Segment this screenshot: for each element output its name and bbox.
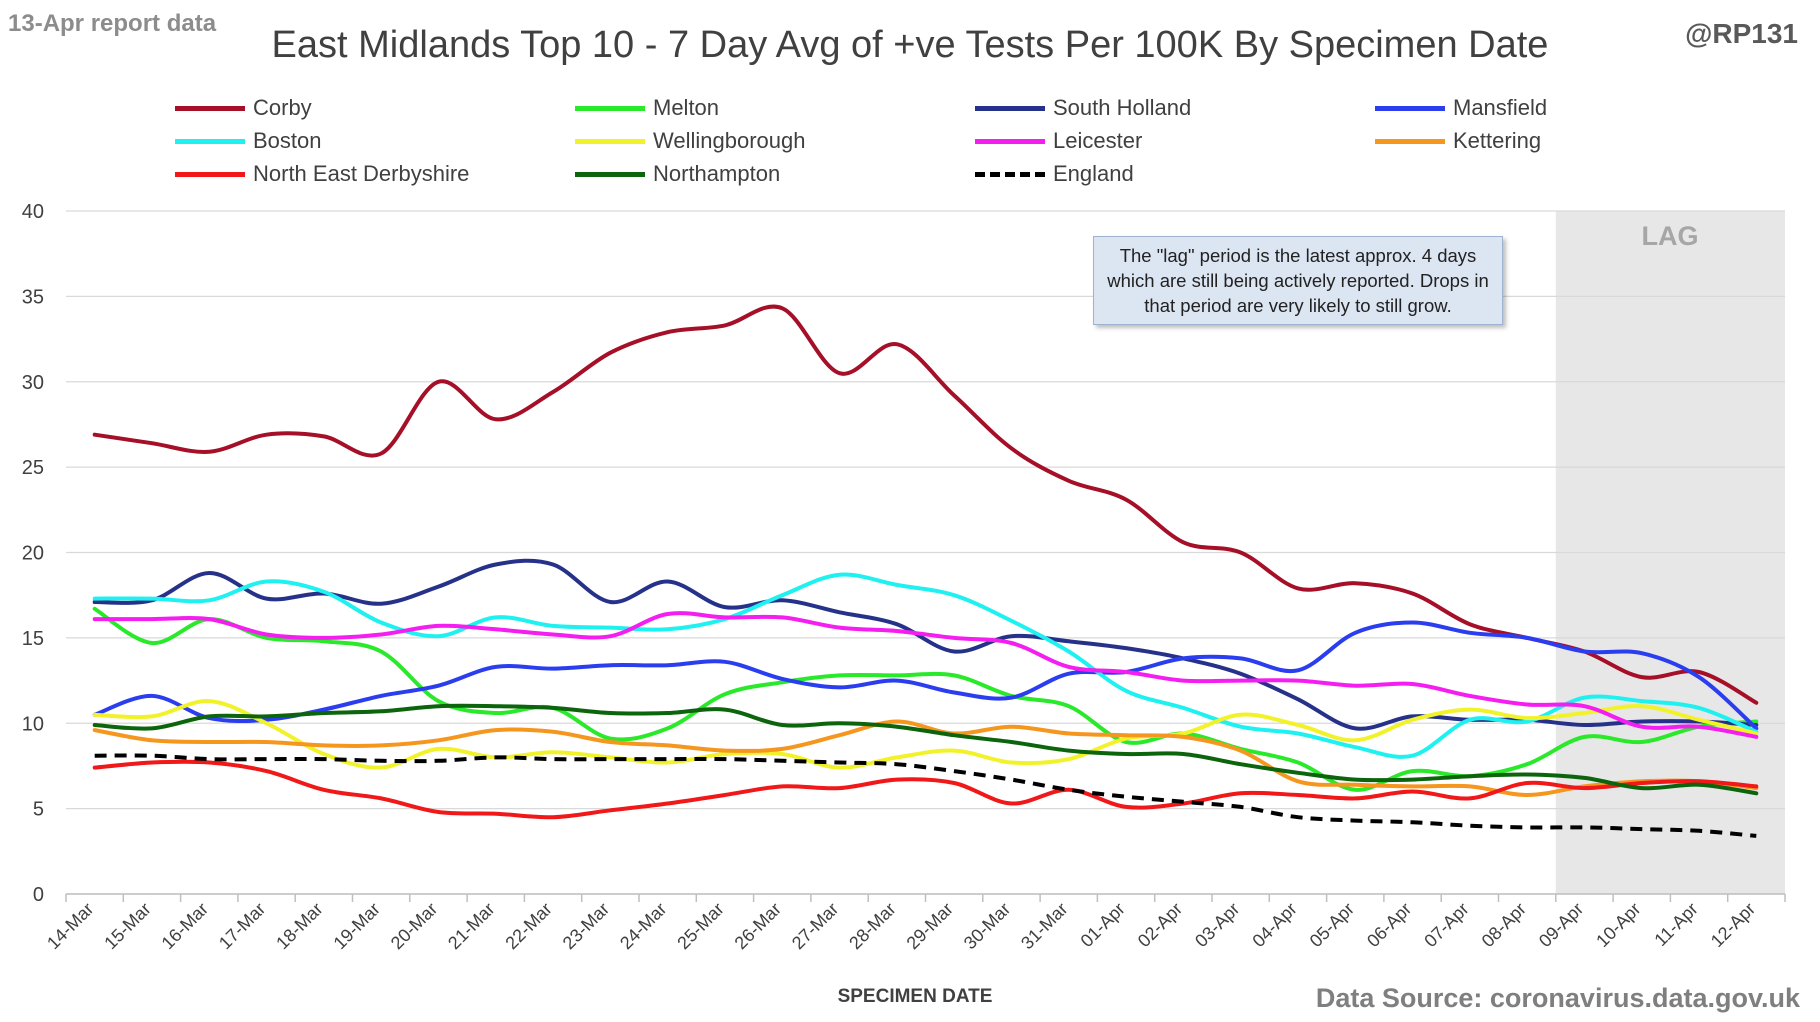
series-line-northampton [92, 703, 1759, 796]
legend-label: Corby [253, 95, 312, 120]
legend-label: Leicester [1053, 128, 1143, 153]
x-tick-label: 22-Mar [501, 899, 555, 953]
x-tick-label: 05-Apr [1306, 899, 1358, 951]
y-tick-label: 5 [33, 799, 44, 821]
legend-swatch [1375, 105, 1445, 111]
legend-label: Wellingborough [653, 128, 806, 153]
axes: 0 5 10 15 20 25 30 35 40 14-Mar 15-Mar 16-Mar 17-Mar… [22, 201, 1786, 953]
y-tick-label: 35 [22, 286, 44, 308]
legend-swatch [575, 138, 645, 144]
legend-label: Northampton [653, 161, 781, 186]
legend-item-kettering: Kettering [1375, 127, 1775, 155]
legend-item-wellingborough: Wellingborough [575, 127, 975, 155]
y-tick-label: 40 [22, 201, 44, 223]
series-line-england [94, 753, 1757, 838]
y-tick-label: 10 [22, 713, 44, 735]
x-tick-label: 10-Apr [1592, 899, 1644, 951]
x-tick-label: 02-Apr [1134, 899, 1186, 951]
legend-label: Melton [653, 95, 720, 120]
x-tick-label: 18-Mar [272, 899, 326, 953]
legend-item-leicester: Leicester [975, 127, 1375, 155]
x-tick-label: 19-Mar [330, 899, 384, 953]
chart-title: East Midlands Top 10 - 7 Day Avg of +ve … [271, 24, 1549, 66]
y-tick-label: 15 [22, 628, 44, 650]
x-tick-label: 12-Apr [1707, 899, 1759, 951]
series-line-kettering [92, 719, 1759, 797]
series-lines [92, 304, 1759, 838]
x-tick-label: 25-Mar [673, 899, 727, 953]
legend-swatch [975, 138, 1045, 144]
legend-swatch [975, 171, 1045, 177]
series-line-boston [92, 572, 1759, 759]
legend-item-england: England [975, 160, 1375, 188]
x-tick-label: 11-Apr [1650, 899, 1701, 950]
y-tick-label: 0 [33, 884, 44, 906]
y-tick-label: 25 [22, 457, 44, 479]
legend-label: Boston [253, 128, 322, 153]
x-tick-label: 27-Mar [788, 899, 842, 953]
chart-legend: Corby Melton South Holland Mansfield Boston W… [175, 94, 1615, 188]
x-tick-label: 03-Apr [1191, 899, 1243, 951]
x-tick-label: 28-Mar [845, 899, 899, 953]
lag-label: LAG [1642, 221, 1699, 251]
report-date-label: 13-Apr report data [8, 10, 217, 37]
legend-swatch [575, 105, 645, 111]
series-line-north-east-derbyshire [92, 759, 1759, 820]
x-tick-label: 24-Mar [616, 899, 670, 953]
x-tick-label: 31-Mar [1017, 899, 1071, 953]
legend-label: South Holland [1053, 95, 1192, 120]
x-tick-label: 23-Mar [559, 899, 613, 953]
series-line-leicester [92, 611, 1759, 739]
x-tick-label: 07-Apr [1420, 899, 1472, 951]
legend-label: England [1053, 161, 1134, 186]
legend-item-south-holland: South Holland [975, 94, 1375, 122]
data-source-label: Data Source: coronavirus.data.gov.uk [1315, 983, 1800, 1013]
x-tick-label: 06-Apr [1363, 899, 1415, 951]
x-tick-label: 30-Mar [960, 899, 1014, 953]
x-tick-label: 04-Apr [1248, 899, 1300, 951]
legend-swatch [175, 138, 245, 144]
legend-item-corby: Corby [175, 94, 575, 122]
legend-swatch [175, 105, 245, 111]
lag-explanation-note: The "lag" period is the latest approx. 4… [1093, 236, 1503, 325]
y-tick-label: 30 [22, 372, 44, 394]
x-tick-label: 15-Mar [100, 899, 154, 953]
x-tick-label: 01-Apr [1077, 899, 1129, 951]
legend-item-northampton: Northampton [575, 160, 975, 188]
x-tick-label: 09-Apr [1535, 899, 1587, 951]
legend-swatch [975, 105, 1045, 111]
x-tick-label: 29-Mar [903, 899, 957, 953]
x-tick-label: 16-Mar [158, 899, 212, 953]
legend-swatch [1375, 138, 1445, 144]
x-axis-title: SPECIMEN DATE [838, 986, 993, 1007]
x-tick-label: 08-Apr [1478, 899, 1530, 951]
x-tick-label: 26-Mar [731, 899, 785, 953]
legend-item-north-east-derbyshire: North East Derbyshire [175, 160, 575, 188]
x-tick-label: 20-Mar [387, 899, 441, 953]
y-tick-label: 20 [22, 543, 44, 565]
legend-swatch [175, 171, 245, 177]
legend-item-mansfield: Mansfield [1375, 94, 1775, 122]
x-tick-label: 17-Mar [215, 899, 269, 953]
legend-item-melton: Melton [575, 94, 975, 122]
author-handle: @RP131 [1685, 18, 1798, 49]
legend-label: Kettering [1453, 128, 1542, 153]
series-line-mansfield [92, 620, 1759, 731]
legend-item-boston: Boston [175, 127, 575, 155]
legend-label: North East Derbyshire [253, 161, 470, 186]
legend-swatch [575, 171, 645, 177]
series-line-corby [92, 304, 1759, 705]
legend-label: Mansfield [1453, 95, 1548, 120]
series-line-wellingborough [92, 699, 1759, 770]
x-tick-label: 21-Mar [444, 899, 498, 953]
x-tick-label: 14-Mar [43, 899, 97, 953]
